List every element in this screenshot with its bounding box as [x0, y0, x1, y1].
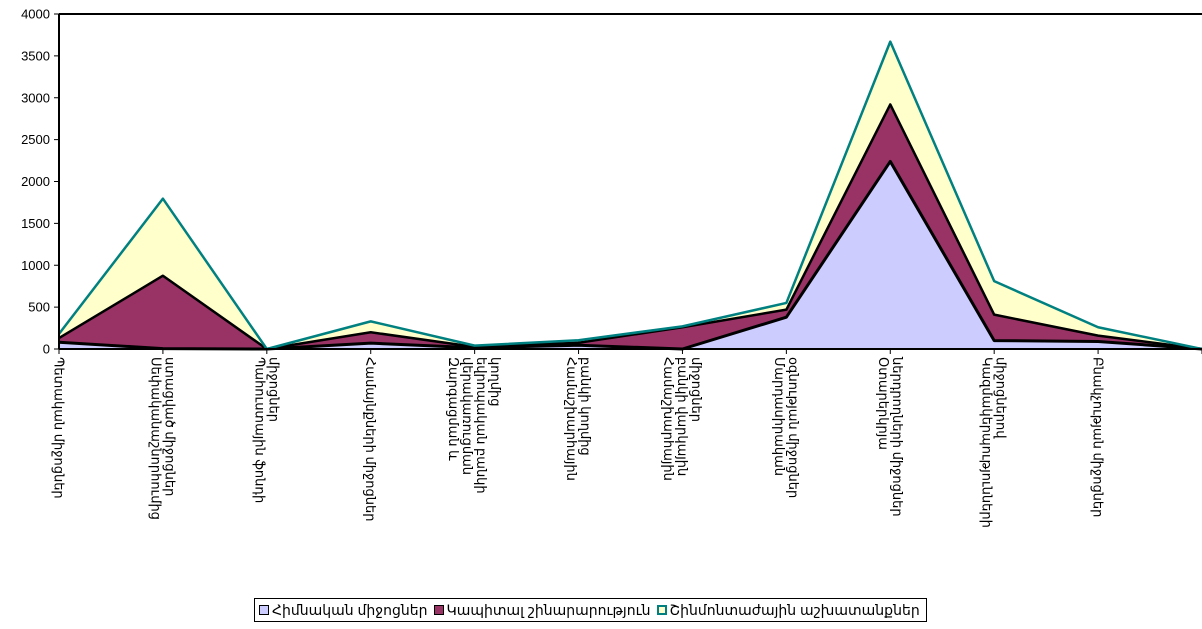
y-tick-label: 0: [43, 342, 50, 357]
legend-swatch-fixed-assets: [259, 605, 269, 615]
x-category-label: Օտարերկրյաներդրողների միջոցներ: [876, 356, 905, 517]
svg-text:Մարդասիրականօգնության միջոցներ: Մարդասիրականօգնության միջոցներ: [772, 357, 801, 498]
svg-text:Համայնքների միջոցներ: Համայնքների միջոցներ: [363, 357, 378, 521]
area-series-1: [59, 104, 1202, 349]
svg-text:Զարգացման ևվերակառուցմանեվրոպա: Զարգացման ևվերակառուցմանեվրոպական բանկիկ…: [446, 357, 503, 494]
legend-label-fixed-assets: Հիմնական միջոցներ: [272, 601, 428, 618]
legend-item-construction-works: Շինմոնտաժային աշխատանքներ: [656, 601, 920, 619]
y-tick-label: 500: [28, 300, 50, 315]
svg-text:Սեփականաշնորհումիցստացված միջո: Սեփականաշնորհումիցստացված միջոցներ: [148, 357, 177, 520]
legend-swatch-capital-construction: [433, 605, 444, 615]
legend-swatch-construction-works: [656, 605, 667, 615]
y-tick-label: 1500: [21, 216, 50, 231]
svg-text:Համաշխարհայինբանկի վարկայինմիջ: Համաշխարհայինբանկի վարկայինմիջոցներ: [661, 357, 704, 481]
x-category-label: Զարգացման ևվերակառուցմանեվրոպական բանկիկ…: [446, 357, 503, 494]
x-category-label: Համաշխարհայինբանկի վարկայինմիջոցներ: [661, 357, 704, 481]
x-axis: Պետական միջոցներ Սեփականաշնորհումիցստացվա…: [52, 348, 1202, 528]
x-category-label: Համաշխարհայինբանկի կողմից: [564, 357, 593, 481]
y-tick-label: 1000: [21, 258, 50, 273]
y-tick-label: 4000: [21, 7, 50, 22]
legend-label-capital-construction: Կապիտալ շինարարություն: [446, 601, 651, 618]
y-tick-label: 3500: [21, 48, 50, 63]
svg-text:Պետական միջոցներ: Պետական միջոցներ: [52, 357, 67, 499]
x-category-label: Բնակչության միջոցներ: [1091, 357, 1106, 517]
x-category-label: Համայնքների միջոցներ: [363, 357, 378, 521]
svg-text:Համաշխարհայինբանկի կողմից: Համաշխարհայինբանկի կողմից: [564, 357, 593, 481]
y-tick-label: 2500: [21, 132, 50, 147]
y-tick-label: 2000: [21, 174, 50, 189]
x-category-label: Պետական միջոցներ: [52, 357, 67, 499]
series-edge-2: [58, 40, 1202, 351]
area-series-2: [59, 41, 1202, 349]
svg-text:Բնակչության միջոցներ: Բնակչության միջոցներ: [1091, 357, 1106, 517]
x-category-label: Սեփականաշնորհումիցստացված միջոցներ: [148, 357, 177, 520]
x-category-label: Մարդասիրականօգնության միջոցներ: [772, 357, 801, 498]
x-category-label: Պահուստային ֆոնդիմիջոցներ: [252, 357, 281, 503]
svg-text:Պահուստային ֆոնդիմիջոցներ: Պահուստային ֆոնդիմիջոցներ: [252, 357, 281, 503]
series-areas: [58, 40, 1202, 351]
series-edge-1: [58, 103, 1202, 351]
legend-item-capital-construction: Կապիտալ շինարարություն: [433, 601, 651, 619]
legend: Հիմնական միջոցներ Կապիտալ շինարարություն…: [254, 598, 927, 622]
y-tick-label: 3000: [21, 90, 50, 105]
y-axis: 0 500 1000 1500 2000 2500 3000 3500 4000: [21, 7, 1202, 357]
legend-item-fixed-assets: Հիմնական միջոցներ: [259, 602, 428, 619]
legend-label-construction-works: Շինմոնտաժային աշխատանքներ: [669, 601, 920, 618]
svg-text:Օտարերկրյաներդրողների միջոցներ: Օտարերկրյաներդրողների միջոցներ: [876, 356, 905, 517]
x-category-label: Կազմակերպություններիմիջոցներով: [980, 357, 1009, 528]
svg-text:Կազմակերպություններիմիջոցներով: Կազմակերպություններիմիջոցներով: [980, 357, 1009, 528]
